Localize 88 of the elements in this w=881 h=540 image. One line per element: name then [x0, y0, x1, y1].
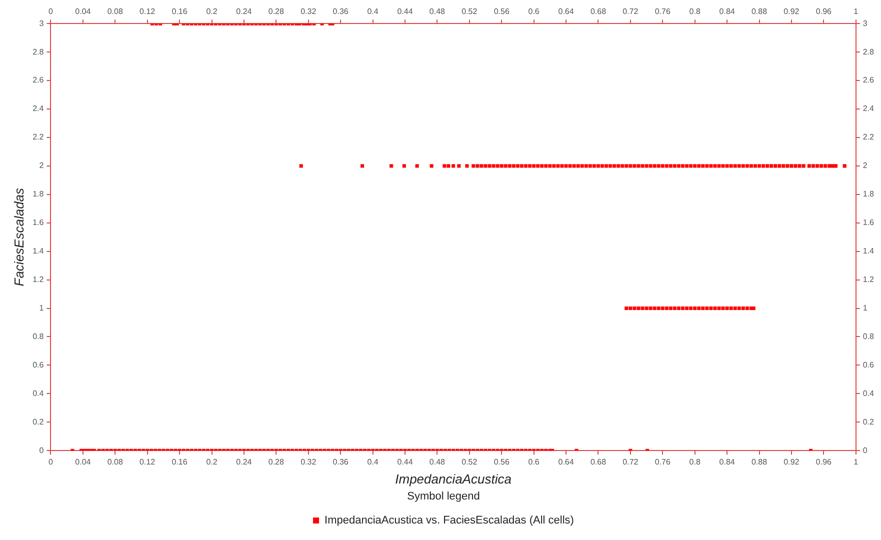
x-tick-label: 0.12	[140, 458, 156, 467]
y2-tick-label: 2.2	[862, 132, 875, 142]
y-tick-label: 1.6	[32, 218, 44, 228]
y-tick-label: 2.8	[32, 47, 44, 56]
x-tick-label: 0	[48, 458, 54, 467]
y2-tick-label: 1.2	[862, 275, 875, 284]
x-tick-label: 0.8	[689, 458, 701, 467]
x-tick-label: 0.92	[784, 458, 800, 467]
y-tick-label: 1.4	[32, 246, 44, 256]
x-tick-label: 0.64	[558, 458, 574, 467]
x2-tick-label: 0.76	[654, 7, 671, 16]
x-tick-label: 1	[854, 458, 859, 467]
y-tick-label: 2	[39, 161, 44, 170]
y2-tick-label: 2.4	[862, 104, 875, 114]
x2-tick-label: 0.52	[462, 7, 478, 16]
x2-tick-label: 0.8	[689, 7, 701, 16]
x-tick-label: 0.88	[751, 458, 768, 467]
x2-tick-label: 0.48	[429, 7, 446, 16]
x-tick-label: 0.56	[494, 458, 510, 467]
x2-tick-label: 0.84	[719, 7, 736, 16]
x2-tick-label: 0.24	[236, 7, 252, 16]
y2-tick-label: 2.6	[862, 76, 875, 85]
x-tick-label: 0.28	[268, 458, 284, 467]
y-tick-label: 0.2	[32, 417, 44, 426]
x-tick-label: 0.32	[300, 458, 317, 467]
x-tick-label: 0.2	[206, 458, 218, 467]
y2-tick-label: 0	[862, 446, 868, 455]
legend-label: ImpedanciaAcustica vs. FaciesEscaladas (All cells)	[324, 514, 574, 527]
x2-tick-label: 0.64	[558, 7, 574, 16]
x-tick-label: 0.52	[462, 458, 478, 467]
y2-tick-label: 0.8	[862, 332, 875, 341]
y-axis-title: FaciesEscaladas	[11, 187, 26, 286]
y2-tick-label: 3	[862, 18, 868, 28]
y-tick-label: 0.6	[32, 360, 44, 370]
x2-tick-label: 0.72	[622, 7, 639, 16]
y-tick-label: 2.4	[32, 104, 44, 114]
y-tick-label: 0	[39, 446, 44, 455]
x-tick-label: 0.68	[590, 458, 607, 467]
x2-tick-label: 0	[48, 7, 54, 16]
x2-tick-label: 0.44	[397, 7, 414, 16]
x2-tick-label: 0.88	[751, 7, 768, 16]
x-tick-label: 0.48	[429, 458, 446, 467]
y-tick-label: 1	[39, 303, 44, 312]
x2-tick-label: 0.16	[172, 7, 188, 16]
x-tick-label: 0.76	[654, 458, 671, 467]
y-tick-label: 0.4	[32, 388, 44, 398]
x2-tick-label: 0.96	[816, 7, 832, 16]
x2-tick-label: 0.56	[494, 7, 510, 16]
y-tick-label: 0.8	[32, 332, 44, 341]
x2-tick-label: 0.92	[784, 7, 800, 16]
y-tick-label: 3	[39, 18, 44, 28]
x-tick-label: 0.72	[622, 458, 639, 467]
x-tick-label: 0.84	[719, 458, 736, 467]
x2-tick-label: 0.12	[140, 7, 156, 16]
x-tick-label: 0.36	[332, 458, 349, 467]
x2-tick-label: 0.28	[268, 7, 284, 16]
y-tick-label: 2.6	[32, 76, 44, 85]
x2-tick-label: 0.6	[528, 7, 540, 16]
y2-tick-label: 0.6	[862, 360, 875, 370]
x2-tick-label: 0.04	[75, 7, 92, 16]
x-tick-label: 0.08	[107, 458, 124, 467]
x-tick-label: 0.16	[172, 458, 188, 467]
y2-tick-label: 1.4	[862, 246, 875, 256]
x2-tick-label: 0.68	[590, 7, 607, 16]
x2-tick-label: 0.2	[206, 7, 218, 16]
x2-tick-label: 1	[854, 7, 859, 16]
y2-tick-label: 2.8	[862, 47, 875, 56]
y-tick-label: 1.2	[32, 275, 44, 284]
x2-tick-label: 0.08	[107, 7, 124, 16]
y2-tick-label: 0.2	[862, 417, 875, 426]
y2-tick-label: 1.8	[862, 190, 875, 199]
x2-tick-label: 0.4	[367, 7, 379, 16]
legend-title: Symbol legend	[407, 490, 480, 502]
y-tick-label: 1.8	[32, 190, 44, 199]
y2-tick-label: 1.6	[862, 218, 875, 228]
y2-tick-label: 0.4	[862, 388, 875, 398]
y2-tick-label: 1	[862, 303, 868, 312]
y2-tick-label: 2	[862, 161, 868, 170]
x-tick-label: 0.24	[236, 458, 252, 467]
x-axis-title: ImpedanciaAcustica	[395, 472, 512, 487]
x-tick-label: 0.04	[75, 458, 92, 467]
x-tick-label: 0.6	[528, 458, 540, 467]
y-tick-label: 2.2	[32, 132, 44, 142]
x2-tick-label: 0.36	[332, 7, 349, 16]
x2-tick-label: 0.32	[300, 7, 317, 16]
x-tick-label: 0.96	[816, 458, 832, 467]
x-tick-label: 0.44	[397, 458, 414, 467]
x-tick-label: 0.4	[367, 458, 379, 467]
